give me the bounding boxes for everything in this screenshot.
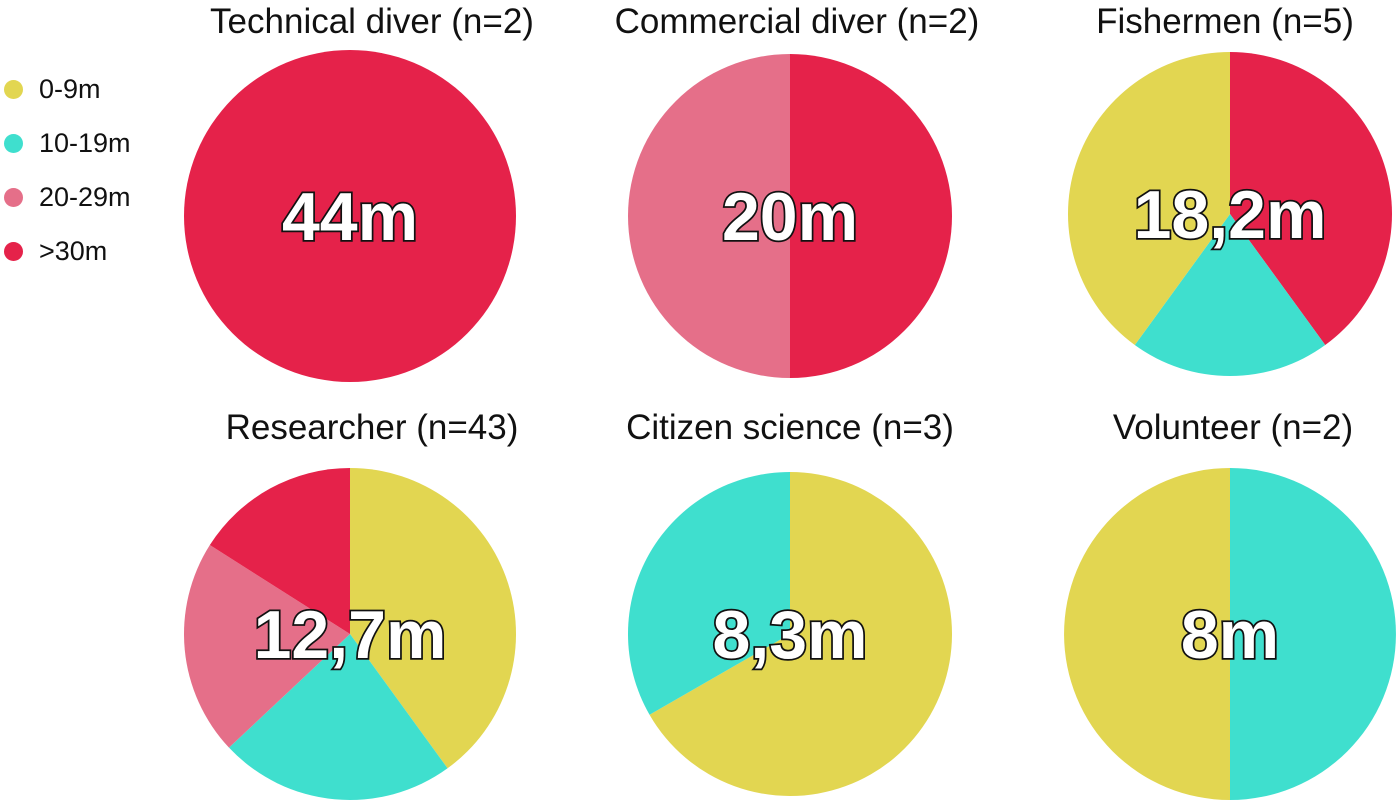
legend-item-0-9m: 0-9m: [4, 62, 131, 116]
chart-title-volunteer: Volunteer (n=2): [1112, 408, 1354, 447]
pie-slice-20-29m: [183, 545, 350, 748]
pie-slice-0-9m: [649, 472, 952, 796]
chart-title-researcher: Researcher (n=43): [225, 408, 519, 447]
mean-depth-label: 18,2m: [1134, 177, 1327, 253]
pie-chart: 8m: [1064, 468, 1396, 800]
mean-depth-label: 20m: [722, 179, 858, 255]
pie-slice-over-30m: [1230, 52, 1392, 346]
pie-slice-10-19m: [1230, 468, 1396, 800]
legend-swatch: [4, 241, 23, 261]
pie-slice-10-19m: [1134, 214, 1326, 377]
legend-label: 20-29m: [39, 181, 131, 212]
pie-slice-10-19m: [628, 472, 790, 715]
mean-depth-label: 44m: [282, 179, 418, 255]
mean-depth-label: 8,3m: [713, 597, 868, 673]
pie-slice-0-9m: [1068, 52, 1230, 346]
legend-item-over-30m: >30m: [4, 224, 131, 278]
pie-chart: 44m: [184, 50, 516, 382]
pie-slice-20-29m: [628, 54, 790, 378]
mean-depth-label: 8m: [1181, 597, 1279, 673]
legend-swatch: [4, 79, 23, 99]
legend-label: 10-19m: [39, 127, 131, 158]
legend-swatch: [4, 187, 23, 207]
legend-label: 0-9m: [39, 73, 101, 104]
pie-slice-over-30m: [184, 50, 516, 382]
chart-title-fishermen: Fishermen (n=5): [1096, 2, 1354, 41]
legend-item-10-19m: 10-19m: [4, 116, 131, 170]
chart-title-commercial-diver: Commercial diver (n=2): [614, 2, 980, 41]
legend-item-20-29m: 20-29m: [4, 170, 131, 224]
pie-slice-over-30m: [790, 54, 952, 378]
pie-slice-over-30m: [209, 468, 350, 634]
mean-depth-label: 12,7m: [254, 597, 447, 673]
pie-slice-0-9m: [1064, 468, 1230, 800]
pie-chart: 20m: [628, 54, 952, 378]
pie-slice-0-9m: [350, 468, 516, 769]
pie-chart: 8,3m: [628, 472, 952, 796]
chart-title-citizen-science: Citizen science (n=3): [626, 408, 954, 447]
legend-label: >30m: [39, 235, 108, 266]
pie-chart: 12,7m: [183, 468, 516, 800]
legend: 0-9m 10-19m 20-29m >30m: [4, 62, 131, 278]
chart-title-technical-diver: Technical diver (n=2): [210, 2, 534, 41]
legend-swatch: [4, 133, 23, 153]
pie-chart: 18,2m: [1068, 52, 1392, 377]
pie-slice-10-19m: [228, 634, 448, 800]
